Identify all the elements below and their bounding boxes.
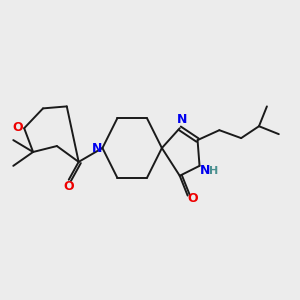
Text: O: O: [63, 180, 74, 193]
Text: O: O: [187, 192, 198, 205]
Text: H: H: [209, 166, 218, 176]
Text: N: N: [176, 113, 187, 126]
Text: N: N: [92, 142, 103, 154]
Text: O: O: [12, 121, 22, 134]
Text: N: N: [200, 164, 211, 177]
